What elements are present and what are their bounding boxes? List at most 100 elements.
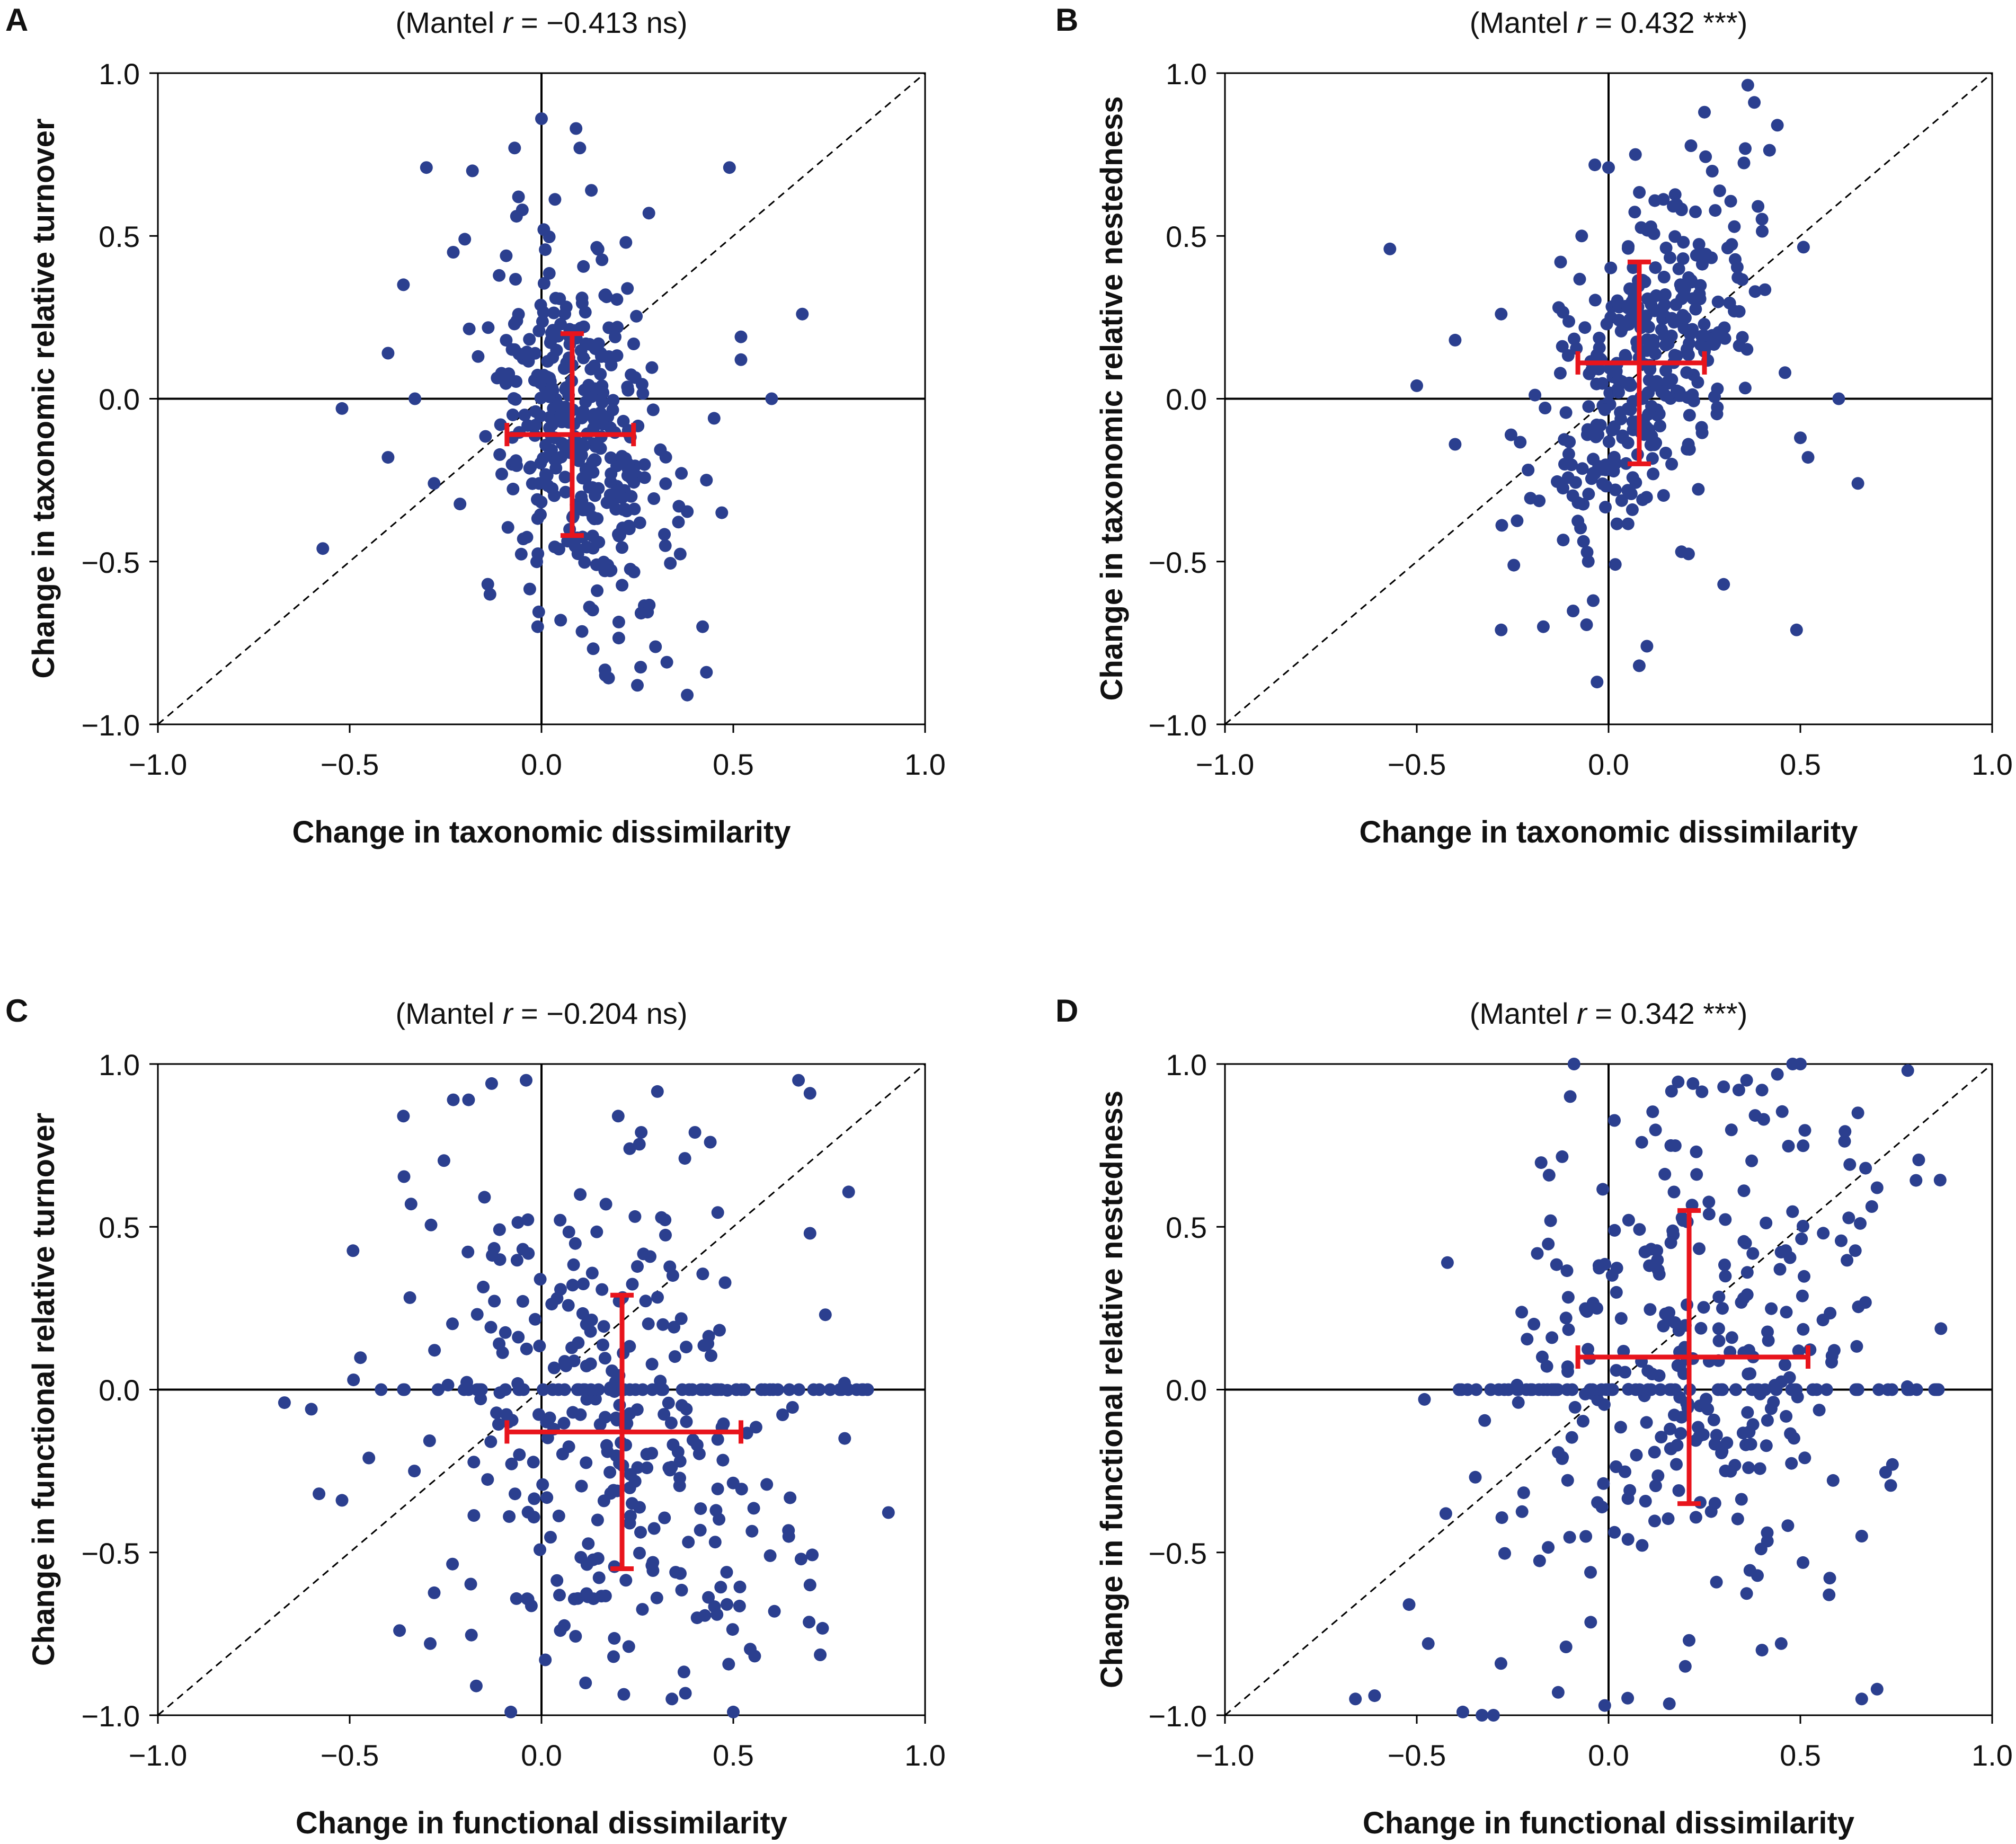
x-tick-label: 0.5 xyxy=(1780,748,1821,781)
data-point xyxy=(1711,295,1725,308)
data-point xyxy=(1633,1383,1646,1396)
data-point xyxy=(1596,1183,1610,1196)
data-point xyxy=(838,1377,851,1390)
data-point xyxy=(1610,517,1623,530)
data-point xyxy=(576,1307,589,1320)
mantel-prefix: (Mantel xyxy=(1470,6,1577,39)
data-point xyxy=(447,246,460,259)
data-point xyxy=(1720,1436,1734,1449)
data-point xyxy=(1782,1140,1795,1152)
data-point xyxy=(1798,1451,1811,1465)
data-point xyxy=(591,1513,604,1527)
data-point xyxy=(1644,363,1657,376)
data-point xyxy=(765,392,778,405)
data-point xyxy=(792,1383,805,1396)
data-point xyxy=(482,321,495,334)
data-point xyxy=(467,1509,481,1522)
data-point xyxy=(424,1218,438,1231)
data-point xyxy=(1665,312,1678,325)
data-point xyxy=(1599,501,1612,514)
data-point xyxy=(646,1556,660,1569)
data-point xyxy=(659,1228,672,1242)
data-point xyxy=(723,161,736,174)
data-point xyxy=(549,462,563,475)
data-point xyxy=(535,112,548,125)
panel-b: B (Mantel r = 0.432 ***) Change in taxon… xyxy=(1055,2,2013,849)
data-point xyxy=(576,1278,590,1290)
data-point xyxy=(1561,1383,1574,1396)
data-point xyxy=(403,1291,416,1304)
data-point xyxy=(1797,1139,1810,1152)
x-tick-label: −0.5 xyxy=(321,748,379,781)
data-point xyxy=(447,1093,460,1106)
data-point xyxy=(807,1383,820,1396)
data-point xyxy=(861,1383,874,1396)
data-point xyxy=(1854,1217,1867,1230)
data-point xyxy=(580,464,593,477)
data-point xyxy=(607,1484,620,1497)
data-point xyxy=(733,1580,747,1593)
data-point xyxy=(1711,1383,1725,1396)
data-point xyxy=(558,471,572,484)
data-point xyxy=(1737,1292,1750,1305)
data-point xyxy=(1870,1682,1884,1696)
data-point xyxy=(633,1138,646,1151)
mantel-r-symbol: r xyxy=(1577,997,1588,1030)
x-tick-label: −0.5 xyxy=(1388,1739,1446,1772)
data-point xyxy=(1614,1312,1628,1325)
data-point xyxy=(1852,1300,1865,1314)
data-point xyxy=(475,1383,488,1396)
data-point xyxy=(499,1383,512,1396)
data-point xyxy=(803,1227,816,1240)
data-point xyxy=(1630,1449,1643,1462)
data-point xyxy=(1823,1572,1836,1585)
data-point xyxy=(488,1295,501,1308)
data-point xyxy=(1620,457,1633,470)
data-point xyxy=(1886,1458,1899,1471)
data-point xyxy=(647,1522,661,1535)
data-point xyxy=(715,506,729,519)
data-point xyxy=(1849,1383,1862,1396)
data-point xyxy=(1579,1530,1593,1543)
data-point xyxy=(1606,1383,1619,1396)
data-point xyxy=(1823,1588,1836,1601)
data-point xyxy=(747,1502,760,1515)
data-point xyxy=(437,1154,450,1167)
y-tick-label: 0.0 xyxy=(99,383,140,416)
data-point xyxy=(1563,1531,1576,1544)
data-point xyxy=(1675,1411,1688,1424)
data-point xyxy=(1533,494,1546,508)
data-point xyxy=(1598,1257,1611,1271)
data-point xyxy=(591,584,604,597)
data-point xyxy=(1542,1237,1555,1251)
data-point xyxy=(1657,193,1670,206)
data-point xyxy=(1738,382,1752,395)
data-point xyxy=(408,1465,421,1478)
x-tick-label: −1.0 xyxy=(129,748,188,781)
data-point xyxy=(574,1188,587,1201)
data-point xyxy=(1684,276,1698,289)
data-point xyxy=(493,448,507,461)
data-point xyxy=(1633,1223,1646,1236)
data-point xyxy=(1537,620,1550,633)
plot-marks-a xyxy=(149,72,926,733)
data-point xyxy=(1797,241,1810,254)
data-point xyxy=(654,443,667,456)
data-point xyxy=(673,1455,687,1468)
data-point xyxy=(669,1566,682,1579)
data-point xyxy=(600,496,614,509)
data-point xyxy=(635,1126,648,1139)
data-point xyxy=(578,556,591,569)
data-point xyxy=(558,1619,571,1632)
data-point xyxy=(1741,78,1754,92)
data-point xyxy=(582,1537,595,1550)
data-point xyxy=(1667,1185,1681,1199)
data-point xyxy=(534,508,547,521)
data-point xyxy=(1781,1519,1795,1532)
data-point xyxy=(1494,1657,1507,1670)
data-point xyxy=(1456,1705,1469,1718)
data-point xyxy=(1779,366,1791,379)
data-point xyxy=(1569,476,1582,489)
data-point xyxy=(1761,1535,1774,1548)
data-point xyxy=(745,1524,759,1538)
